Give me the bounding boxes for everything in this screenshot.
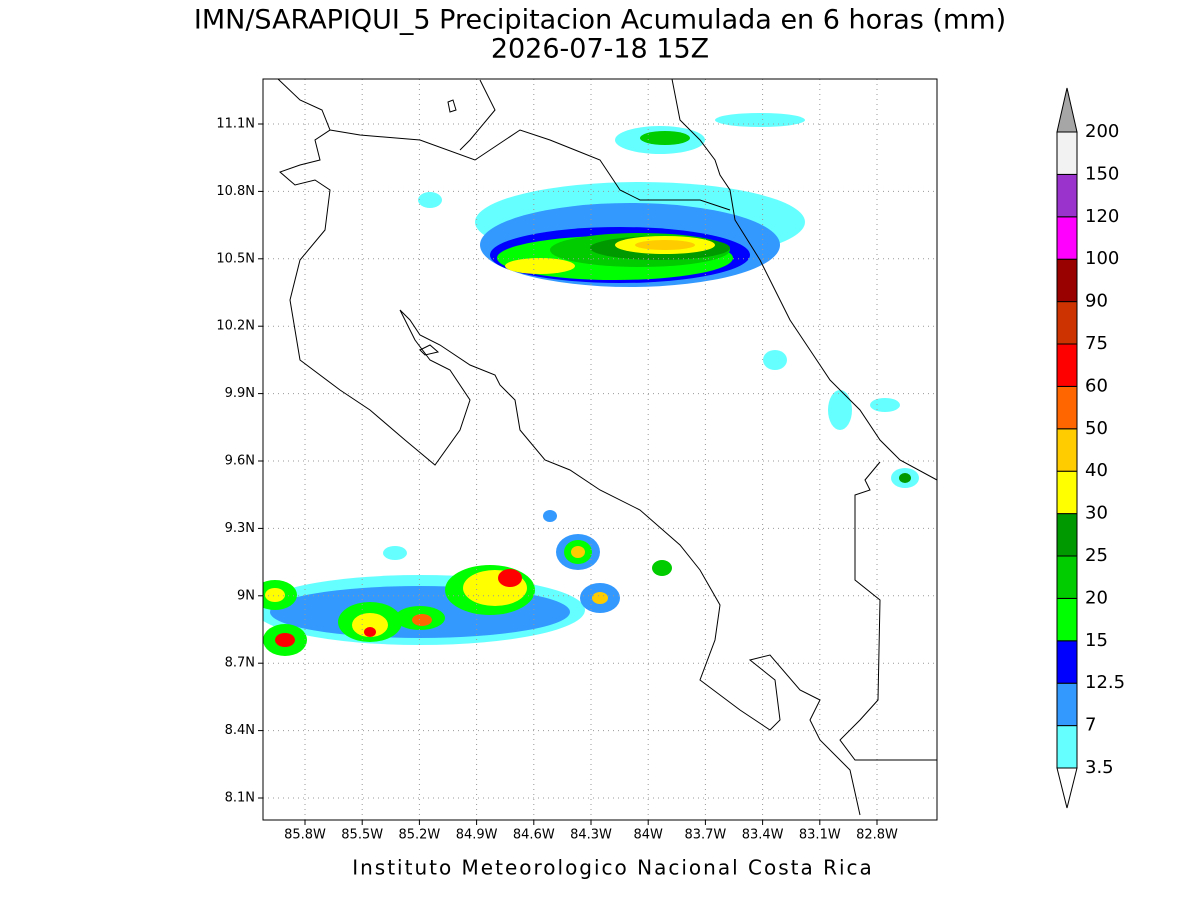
colorbar-label: 50	[1085, 418, 1108, 439]
colorbar-label: 15	[1085, 630, 1108, 651]
colorbar-high	[1056, 87, 1078, 133]
footer: Instituto Meteorologico Nacional Costa R…	[352, 856, 874, 880]
colorbar-label: 40	[1085, 460, 1108, 481]
colorbar-label: 75	[1085, 333, 1108, 354]
colorbar-segment	[1056, 131, 1078, 175]
lon-label: 84.3W	[570, 828, 612, 843]
lon-label: 85.8W	[284, 828, 326, 843]
lat-label: 8.1N	[225, 791, 255, 806]
colorbar-label: 3.5	[1085, 757, 1114, 778]
lon-label: 84.6W	[513, 828, 555, 843]
lat-label: 10.2N	[216, 319, 255, 334]
map-frame	[262, 78, 938, 821]
lon-label: 84.9W	[456, 828, 498, 843]
colorbar-label: 100	[1085, 248, 1119, 269]
colorbar-segment	[1056, 555, 1078, 599]
colorbar-segment	[1056, 682, 1078, 727]
colorbar-segment	[1056, 173, 1078, 218]
title: IMN/SARAPIQUI_5 Precipitacion Acumulada …	[194, 5, 1006, 36]
lon-label: 82.8W	[856, 828, 898, 843]
coastlines	[277, 79, 937, 816]
lon-label: 85.5W	[341, 828, 383, 843]
lat-label: 8.7N	[225, 656, 255, 671]
lat-label: 10.8N	[216, 184, 255, 199]
colorbar-segment	[1056, 513, 1078, 557]
colorbar-label: 30	[1085, 503, 1108, 524]
colorbar-segment	[1056, 597, 1078, 642]
colorbar-segment	[1056, 470, 1078, 515]
lon-label: 83.4W	[742, 828, 784, 843]
lat-label: 11.1N	[216, 117, 255, 132]
lat-label: 10.5N	[216, 251, 255, 266]
lon-label: 83.1W	[799, 828, 841, 843]
colorbar-label: 90	[1085, 291, 1108, 312]
lat-label: 9.6N	[225, 454, 255, 469]
grid	[263, 79, 937, 820]
lat-label: 9N	[237, 588, 255, 603]
colorbar-segment	[1056, 385, 1078, 430]
colorbar-segment	[1056, 640, 1078, 684]
colorbar-segment	[1056, 258, 1078, 303]
subtitle: 2026-07-18 15Z	[491, 34, 709, 65]
colorbar-low	[1056, 767, 1078, 809]
colorbar-label: 7	[1085, 715, 1096, 736]
colorbar-label: 150	[1085, 163, 1119, 184]
map-area	[263, 79, 937, 820]
lat-label: 8.4N	[225, 723, 255, 738]
lon-label: 83.7W	[684, 828, 726, 843]
colorbar-label: 20	[1085, 587, 1108, 608]
lat-label: 9.3N	[225, 521, 255, 536]
colorbar-segment	[1056, 725, 1078, 769]
colorbar-segment	[1056, 216, 1078, 260]
lon-label: 84W	[633, 828, 663, 843]
colorbar-label: 60	[1085, 375, 1108, 396]
colorbar-label: 200	[1085, 121, 1119, 142]
colorbar-label: 120	[1085, 206, 1119, 227]
colorbar-segment	[1056, 301, 1078, 345]
colorbar-segment	[1056, 428, 1078, 472]
colorbar-segment	[1056, 343, 1078, 387]
axes: 11.1N 10.8N 10.5N 10.2N 9.9N 9.6N 9.3N 9N 8.7N 8.…	[216, 117, 898, 843]
lat-label: 9.9N	[225, 386, 255, 401]
precipitation	[263, 113, 919, 656]
colorbar: 3.5 7 12.5 15 20 25 30 40 50 60 75 90 100 120 150 200	[1056, 87, 1125, 809]
colorbar-label: 25	[1085, 545, 1108, 566]
lon-label: 85.2W	[398, 828, 440, 843]
colorbar-label: 12.5	[1085, 672, 1125, 693]
